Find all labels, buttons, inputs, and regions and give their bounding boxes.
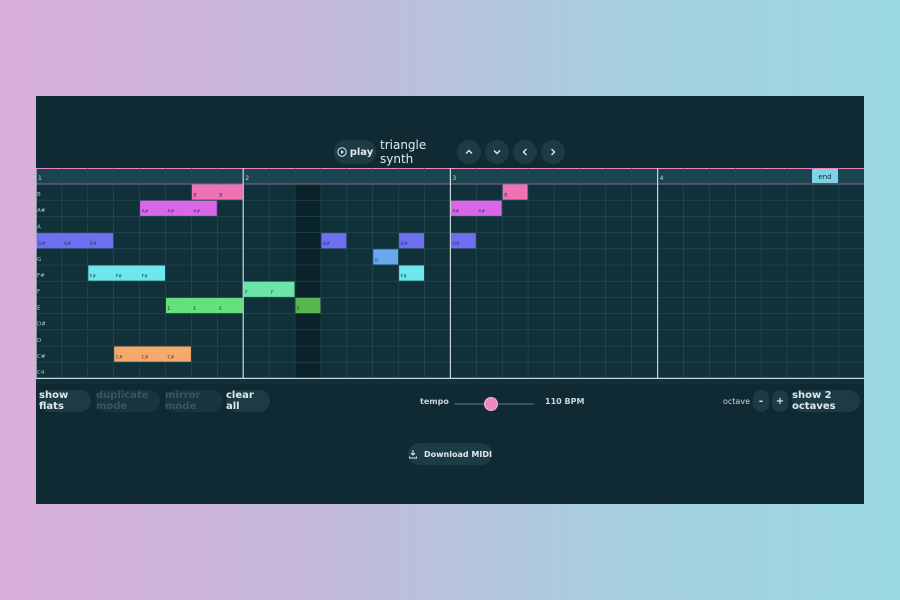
row-label: F# [37,273,45,279]
shift-right-button[interactable] [541,140,565,164]
tempo-slider[interactable] [454,398,534,410]
note-label: A# [193,209,200,215]
row-label: C4 [37,370,45,376]
note-block[interactable] [399,265,424,281]
note-label: B [219,193,222,199]
note-block[interactable] [191,184,243,200]
bar-number: 1 [38,175,42,182]
note-label: F# [90,274,97,280]
row-label: B [37,192,41,198]
note-label: F# [401,274,408,280]
clear-all-label: clear all [226,390,254,412]
note-block[interactable] [36,233,114,249]
note-label: C# [142,355,149,361]
octave-minus-label: - [758,395,764,407]
note-label: G# [401,241,408,247]
tempo-label: tempo [420,397,449,406]
show-octaves-label: show 2 octaves [792,390,836,412]
row-label: F [37,289,40,295]
note-block[interactable] [114,346,191,362]
octave-minus-button[interactable]: - [753,390,769,412]
tempo-thumb[interactable] [484,398,497,410]
note-label: E [297,306,300,312]
bar-number: 2 [245,175,249,182]
note-block[interactable] [140,200,217,216]
row-label: E [37,305,41,311]
note-block[interactable] [321,233,347,249]
note-label: E [193,306,196,312]
shift-left-button[interactable] [513,140,537,164]
note-label: E [168,306,171,312]
note-block[interactable] [502,184,528,200]
chevron-up-icon [465,149,473,154]
piano-roll-app: play triangle synth 1 2 3 4 end B A# A G# G F# F E D#… [36,96,864,504]
note-label: A# [478,209,485,215]
row-label: G [37,257,41,263]
note-label: G# [64,241,71,247]
note-label: G# [452,241,459,247]
row-label: C# [37,354,46,360]
duplicate-mode-label: duplicate mode [96,390,149,412]
play-button[interactable]: play [334,140,376,164]
row-label: D# [37,322,46,328]
note-label: G [375,257,379,263]
chevron-down-icon [493,150,501,155]
synth-name[interactable]: triangle synth [380,138,427,166]
octave-plus-button[interactable]: + [772,390,788,412]
note-block[interactable] [450,233,476,249]
note-label: E [219,306,222,312]
clear-all-button[interactable]: clear all [226,390,270,412]
tempo-value: 110 BPM [545,397,585,406]
download-icon [409,450,418,459]
synth-next-down-button[interactable] [485,140,509,164]
show-octaves-button[interactable]: show 2 octaves [792,390,860,412]
end-marker-label: end [818,173,831,181]
note-label: F# [116,274,123,280]
note-label: A# [142,209,149,215]
note-label: F [245,290,248,296]
duplicate-mode-button[interactable]: duplicate mode [96,390,160,412]
piano-roll-grid[interactable]: 1 2 3 4 end B A# A G# G F# F E D# D C# C4 B B B A# A# A# A# A# G#… [36,168,864,384]
row-label: A [37,224,41,230]
note-label: A# [168,209,175,215]
bar-number: 4 [660,175,664,182]
note-label: B [504,193,507,199]
note-label: C# [116,355,123,361]
bar-number: 3 [452,175,456,182]
synth-prev-up-button[interactable] [457,140,481,164]
chevron-right-icon [551,148,556,156]
show-flats-button[interactable]: show flats [39,390,91,412]
download-midi-label: Download MIDI [424,449,492,459]
note-label: C# [168,355,175,361]
row-label: A# [37,208,46,214]
play-label: play [349,146,374,158]
octave-plus-label: + [775,395,785,407]
row-label: D [37,338,41,344]
mirror-mode-label: mirror mode [165,390,201,412]
note-block[interactable] [295,297,321,314]
note-block[interactable] [399,233,424,249]
note-label: F [271,290,274,296]
note-block[interactable] [243,281,295,297]
note-block[interactable] [373,249,399,265]
note-label: F# [142,274,149,280]
play-circle-icon [337,147,347,157]
note-block[interactable] [450,200,502,216]
show-flats-label: show flats [39,390,69,412]
download-midi-button[interactable]: Download MIDI [408,443,492,465]
note-block[interactable] [88,265,165,281]
mirror-mode-button[interactable]: mirror mode [165,390,223,412]
note-label: G# [38,241,45,247]
end-marker[interactable] [812,169,838,183]
note-label: G# [90,241,97,247]
note-label: B [193,193,196,199]
note-block[interactable] [166,297,243,314]
note-label: A# [452,209,459,215]
chevron-left-icon [522,148,527,156]
note-label: G# [323,241,330,247]
octave-label-text: octave [723,397,750,406]
